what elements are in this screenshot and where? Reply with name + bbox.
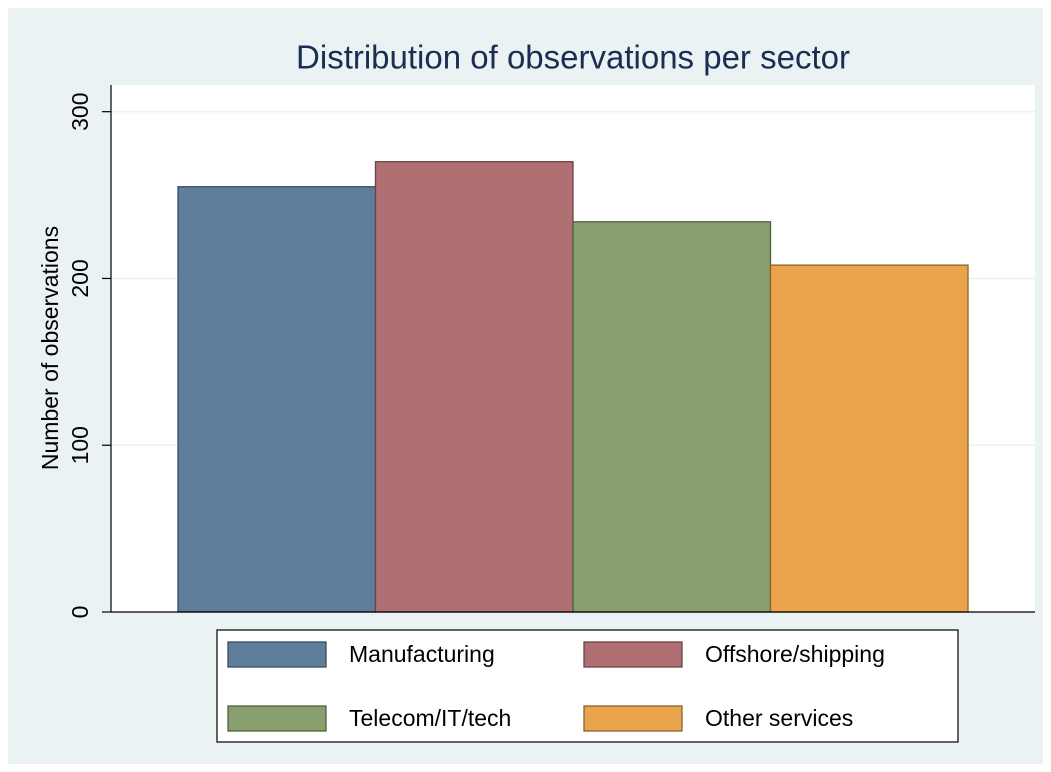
legend: Manufacturing Offshore/shipping Telecom/IT… bbox=[227, 641, 885, 732]
bar bbox=[572, 221, 772, 613]
legend-label: Other services bbox=[705, 705, 853, 731]
axes: 0 100 200 300 bbox=[67, 85, 1035, 618]
y-tick-label: 300 bbox=[67, 92, 93, 130]
legend-swatch bbox=[227, 641, 327, 668]
legend-label: Telecom/IT/tech bbox=[349, 705, 511, 731]
legend-label: Offshore/shipping bbox=[705, 641, 885, 667]
legend-swatch bbox=[583, 705, 683, 732]
legend-swatch bbox=[227, 705, 327, 732]
y-tick-label: 200 bbox=[67, 259, 93, 297]
y-tick-label: 0 bbox=[67, 606, 93, 619]
y-tick-label: 100 bbox=[67, 426, 93, 464]
bar bbox=[769, 264, 969, 613]
y-axis-label: Number of observations bbox=[37, 226, 63, 470]
chart-title: Distribution of observations per sector bbox=[296, 39, 850, 76]
bar bbox=[177, 186, 377, 613]
legend-swatch bbox=[583, 641, 683, 668]
legend-label: Manufacturing bbox=[349, 641, 495, 667]
bar bbox=[374, 161, 574, 613]
